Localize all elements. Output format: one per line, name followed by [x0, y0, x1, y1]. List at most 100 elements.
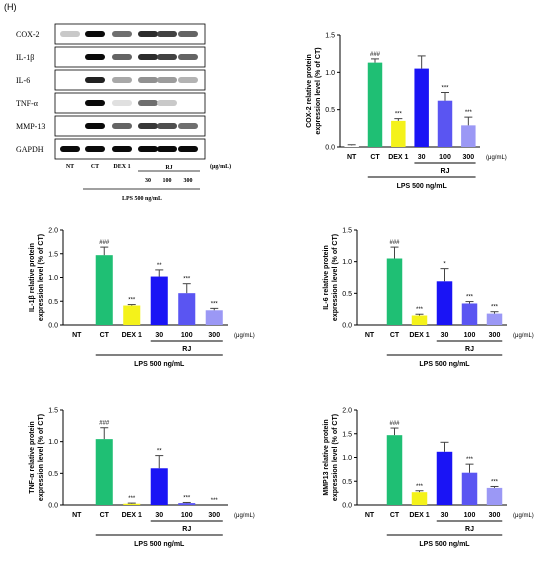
blot-band: [138, 100, 158, 106]
blot-row-label: TNF-α: [16, 99, 39, 108]
blot-band: [157, 146, 177, 152]
x-tick-label: NT: [347, 154, 357, 161]
blot-row-label: IL-6: [16, 76, 30, 85]
blot-band: [157, 31, 177, 37]
blot-band: [60, 31, 80, 37]
bar: [461, 472, 478, 505]
y-tick-label: 0.5: [342, 291, 352, 298]
y-axis-label-line: MMP13 relative protein: [323, 419, 330, 495]
y-tick-label: 0.5: [48, 471, 58, 478]
x-tick-label: 30: [155, 332, 163, 339]
significance-label: *: [443, 262, 446, 268]
y-tick-label: 2.0: [342, 408, 352, 415]
significance-label: ###: [99, 240, 110, 246]
blot-band: [178, 123, 198, 129]
significance-label: ***: [416, 307, 424, 313]
blot-band: [60, 146, 80, 152]
blot-lane-label: DEX 1: [113, 164, 130, 170]
lps-label: LPS 500 ng/mL: [419, 541, 470, 548]
y-axis-label: MMP13 relative protein expression level (…: [323, 414, 339, 501]
y-tick-label: 1.5: [325, 33, 335, 40]
y-tick-label: 0.0: [48, 503, 58, 510]
blot-band: [112, 123, 132, 129]
units-label: (μg/mL): [486, 155, 507, 161]
blot-band: [178, 77, 198, 83]
blot-band: [138, 31, 158, 37]
x-tick-label: CT: [100, 512, 110, 519]
blot-band: [112, 100, 132, 106]
bar: [411, 315, 428, 325]
blot-row-label: IL-1β: [16, 53, 34, 62]
x-tick-label: DEX 1: [122, 332, 142, 339]
blot-band: [178, 146, 198, 152]
significance-label: ***: [416, 484, 424, 490]
y-axis-label: TNF-α relative protein expression level (…: [29, 414, 45, 501]
units-label: (μg/mL): [513, 333, 534, 339]
x-tick-label: NT: [365, 332, 375, 339]
blot-row-label: MMP-13: [16, 122, 45, 131]
y-tick-label: 0.5: [48, 299, 58, 306]
y-axis-label-line: expression level (% of CT): [332, 234, 339, 321]
bar: [391, 120, 406, 147]
y-tick-label: 0.0: [325, 145, 335, 152]
x-tick-label: NT: [72, 512, 82, 519]
bar: [411, 492, 428, 505]
x-tick-label: 100: [439, 154, 451, 161]
bar: [178, 503, 196, 505]
x-tick-label: 300: [208, 332, 220, 339]
significance-label: ***: [128, 298, 136, 304]
bar: [486, 313, 503, 325]
x-tick-label: CT: [390, 512, 400, 519]
blot-band: [157, 100, 177, 106]
blot-row-label: GAPDH: [16, 145, 44, 154]
x-tick-label: DEX 1: [409, 512, 429, 519]
y-axis-label-line: expression level (% of CT): [38, 414, 45, 501]
significance-label: ***: [441, 85, 449, 91]
significance-label: ###: [99, 421, 110, 427]
significance-label: ***: [395, 112, 403, 118]
significance-label: ***: [183, 277, 191, 283]
y-tick-label: 1.5: [342, 228, 352, 235]
bar: [205, 310, 223, 325]
blot-band: [178, 31, 198, 37]
blot-band: [112, 31, 132, 37]
blot-band: [85, 146, 105, 152]
lps-label: LPS 500 ng/mL: [397, 183, 448, 190]
blot-band: [112, 146, 132, 152]
blot-band: [85, 54, 105, 60]
bar: [344, 145, 359, 147]
x-tick-label: 100: [464, 512, 476, 519]
y-axis-label-line: IL-1β relative protein: [29, 243, 36, 312]
rj-label: RJ: [441, 168, 450, 175]
x-tick-label: CT: [370, 154, 380, 161]
bar: [123, 305, 141, 325]
rj-label: RJ: [465, 346, 474, 353]
significance-label: ***: [183, 495, 191, 501]
y-tick-label: 1.0: [342, 455, 352, 462]
blot-band: [178, 54, 198, 60]
x-tick-label: 30: [155, 512, 163, 519]
blot-band: [157, 54, 177, 60]
bar: [123, 503, 141, 505]
significance-label: **: [157, 449, 162, 455]
significance-label: ***: [466, 457, 474, 463]
blot-band: [138, 54, 158, 60]
significance-label: ***: [466, 295, 474, 301]
bar: [150, 468, 168, 505]
blot-band: [157, 123, 177, 129]
y-axis-label-line: TNF-α relative protein: [29, 421, 36, 493]
significance-label: ###: [389, 240, 400, 246]
y-axis-label: COX-2 relative protein expression level (…: [306, 47, 322, 134]
blot-lane-label: 300: [184, 178, 193, 184]
bar: [386, 258, 403, 325]
rj-label: RJ: [182, 346, 191, 353]
units-label: (μg/mL): [234, 333, 255, 339]
y-axis-label-line: expression level (% of CT): [38, 234, 45, 321]
blot-lane-label: CT: [91, 164, 99, 170]
bar: [461, 125, 476, 147]
x-tick-label: 100: [464, 332, 476, 339]
y-tick-label: 1.5: [342, 431, 352, 438]
y-tick-label: 1.0: [48, 439, 58, 446]
blot-units: (μg/mL): [210, 163, 231, 170]
y-axis-label-line: expression level (% of CT): [315, 47, 322, 134]
